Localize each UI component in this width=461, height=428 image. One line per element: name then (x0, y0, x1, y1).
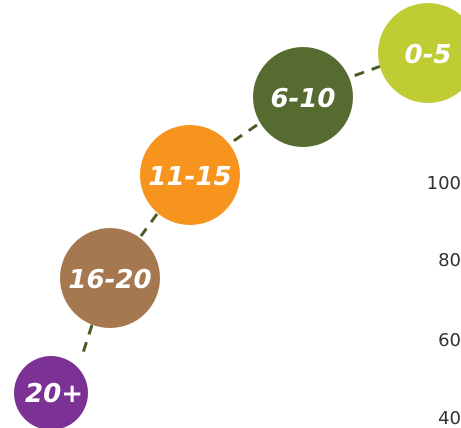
side-label-80: 80 (438, 250, 461, 271)
connector-16-20-to-20+ (80, 324, 94, 357)
bubble-6-10-circle (253, 47, 353, 147)
bubble-0-5: 0-5 (378, 3, 461, 103)
side-label-100: 100 (427, 173, 461, 194)
bubble-0-5-circle (378, 3, 461, 103)
connector-lines (80, 64, 382, 357)
side-label-40: 40 (438, 408, 461, 428)
bubble-16-20-label: 16-20 (68, 265, 151, 295)
connector-11-15-to-16-20 (139, 213, 159, 237)
bubble-16-20-circle (60, 228, 160, 328)
side-label-60: 60 (438, 330, 461, 351)
bubble-11-15-circle (140, 125, 240, 225)
bubble-6-10-label: 6-10 (270, 84, 335, 114)
bubble-6-10: 6-10 (253, 47, 353, 147)
bubble-11-15: 11-15 (140, 125, 240, 225)
connector-6-10-to-11-15 (231, 123, 258, 144)
bubble-11-15-label: 11-15 (148, 162, 231, 192)
bubble-20-plus-label: 20+ (25, 379, 83, 409)
bubble-20-plus: 20+ (14, 356, 88, 428)
connector-0-5-to-6-10 (347, 64, 382, 80)
bubble-20-plus-circle (14, 356, 88, 428)
bubble-0-5-label: 0-5 (405, 40, 452, 70)
bubble-16-20: 16-20 (60, 228, 160, 328)
side-axis-labels: 100 80 60 40 (427, 173, 461, 428)
